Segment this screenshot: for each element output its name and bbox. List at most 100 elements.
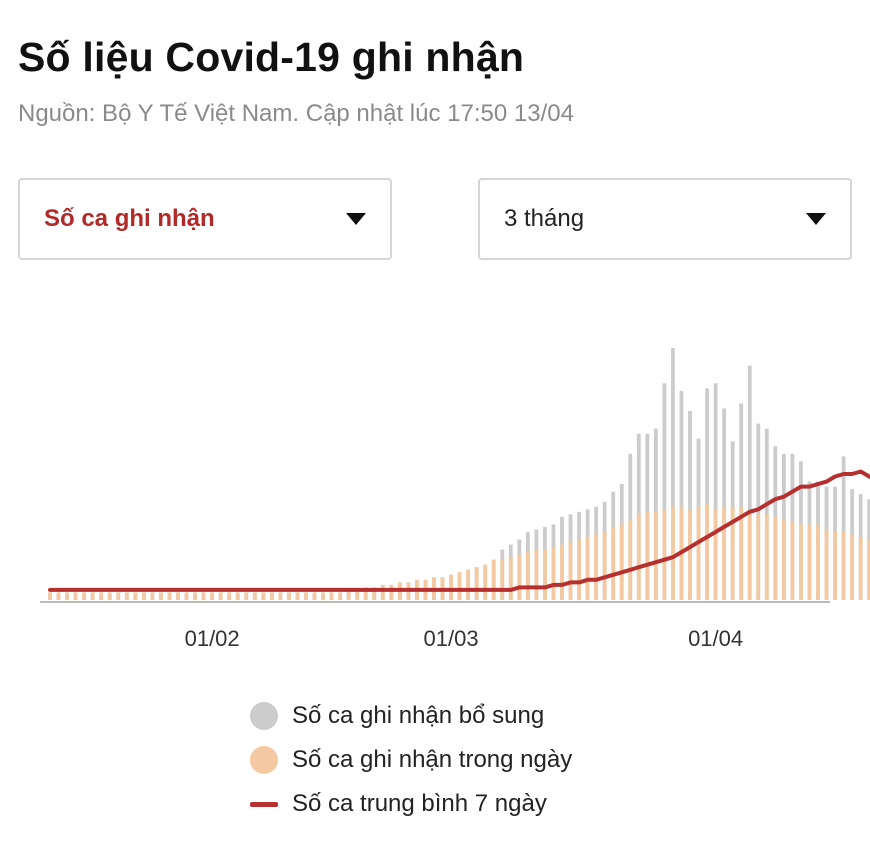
daily-bar (355, 589, 360, 600)
supplement-bar (671, 348, 675, 600)
daily-bar (594, 534, 599, 600)
daily-bar (287, 592, 291, 600)
daily-bar (747, 511, 752, 600)
legend-label-supplement: Số ca ghi nhận bổ sung (292, 702, 545, 729)
legend-item-daily: Số ca ghi nhận trong ngày (250, 738, 572, 782)
daily-bar (525, 552, 530, 600)
daily-bar (150, 592, 155, 600)
daily-bar (764, 514, 769, 600)
daily-bar (781, 519, 786, 600)
daily-bar (560, 544, 564, 600)
daily-bar (850, 534, 855, 600)
daily-bar (389, 584, 394, 600)
daily-bar (816, 524, 820, 600)
daily-bar (722, 506, 727, 600)
caret-down-icon (806, 213, 826, 225)
legend-item-average: Số ca trung bình 7 ngày (250, 782, 572, 826)
daily-bar (252, 592, 257, 600)
daily-bar (159, 592, 163, 600)
daily-bar (82, 592, 87, 600)
legend-label-average: Số ca trung bình 7 ngày (292, 790, 547, 817)
x-ticks: 01/02 01/03 01/04 (185, 626, 744, 651)
daily-bar (48, 592, 52, 600)
daily-bar (65, 592, 69, 600)
daily-bar (491, 559, 496, 600)
metric-select-value: Số ca ghi nhận (44, 205, 215, 232)
supplement-bar (841, 456, 846, 600)
daily-bar (508, 557, 513, 600)
daily-bar (483, 564, 488, 600)
daily-bar (235, 592, 240, 600)
daily-bar (619, 524, 624, 600)
metric-select[interactable]: Số ca ghi nhận (18, 178, 392, 260)
daily-bar (107, 592, 112, 600)
daily-bar (380, 584, 385, 600)
daily-bar (833, 531, 837, 600)
page-title: Số liệu Covid-19 ghi nhận (18, 34, 525, 80)
daily-bar (867, 539, 870, 600)
daily-bar (304, 592, 308, 600)
daily-bar (790, 521, 795, 600)
daily-bar (176, 592, 180, 600)
legend-swatch-supplement (250, 702, 278, 730)
daily-bar (184, 592, 189, 600)
daily-bar (739, 506, 744, 600)
daily-bars (48, 504, 870, 600)
x-tick-label: 01/03 (424, 626, 479, 651)
supplement-bar (662, 383, 667, 600)
supplement-bar (713, 383, 718, 600)
daily-bar (602, 531, 607, 600)
range-select[interactable]: 3 tháng (478, 178, 852, 260)
daily-bar (577, 539, 581, 600)
daily-bar (295, 592, 300, 600)
daily-bar (338, 592, 343, 600)
covid-chart: 01/02 01/03 01/04 (40, 348, 870, 651)
daily-bar (705, 504, 709, 600)
daily-bar (210, 592, 215, 600)
daily-bar (133, 592, 138, 600)
daily-bar (167, 592, 172, 600)
daily-bar (534, 549, 539, 600)
daily-bar (841, 531, 846, 600)
daily-bar (688, 509, 692, 600)
daily-bar (218, 592, 223, 600)
daily-bar (773, 516, 778, 600)
daily-bar (713, 509, 718, 600)
legend-swatch-daily (250, 746, 278, 774)
daily-bar (73, 592, 78, 600)
legend-swatch-average (250, 801, 278, 807)
daily-bar (201, 592, 206, 600)
daily-bar (799, 524, 803, 600)
legend: Số ca ghi nhận bổ sung Số ca ghi nhận tr… (250, 694, 572, 826)
daily-bar (756, 514, 761, 600)
daily-bar (321, 592, 325, 600)
daily-bar (500, 559, 505, 600)
supplement-bar (756, 423, 761, 600)
daily-bar (474, 567, 479, 600)
daily-bar (363, 587, 368, 600)
daily-bar (278, 592, 283, 600)
daily-bar (517, 554, 522, 600)
daily-bar (56, 592, 61, 600)
daily-bar (466, 569, 471, 600)
daily-bar (645, 511, 650, 600)
supplement-bar (739, 403, 744, 600)
source-subtitle: Nguồn: Bộ Y Tế Việt Nam. Cập nhật lúc 17… (18, 100, 574, 127)
supplement-bar (722, 408, 727, 600)
daily-bar (193, 592, 197, 600)
daily-bar (696, 506, 701, 600)
x-tick-label: 01/04 (688, 626, 743, 651)
supplement-bar (747, 365, 752, 600)
daily-bar (568, 542, 573, 600)
supplement-bar (705, 388, 709, 600)
daily-bar (244, 592, 249, 600)
daily-bar (90, 592, 95, 600)
daily-bar (611, 526, 616, 600)
daily-bar (449, 574, 453, 600)
daily-bar (807, 524, 812, 600)
daily-bar (543, 549, 547, 600)
daily-bar (372, 587, 377, 600)
daily-bar (124, 592, 129, 600)
daily-bar (99, 592, 104, 600)
supplement-bar (679, 390, 684, 600)
